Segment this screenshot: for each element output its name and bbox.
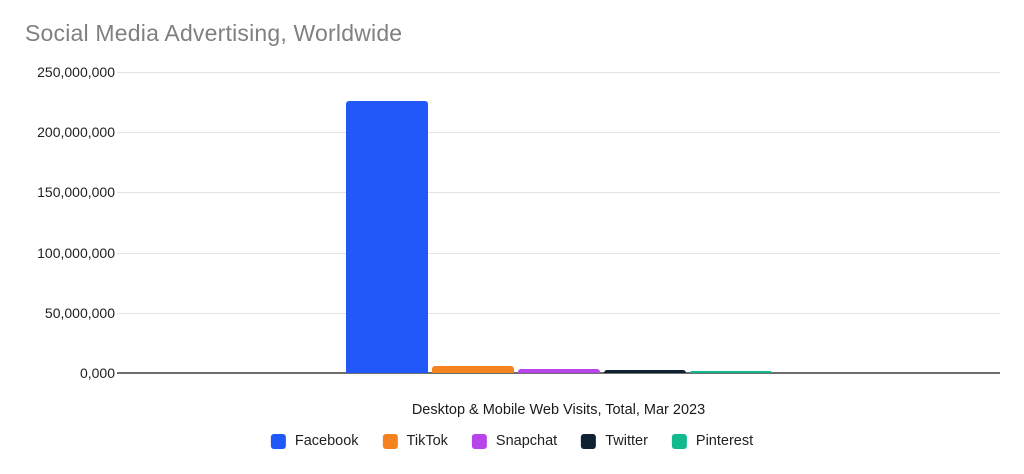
gridline <box>117 252 1000 254</box>
legend-item-pinterest[interactable]: Pinterest <box>671 433 754 449</box>
gridline <box>117 72 1000 73</box>
legend: Facebook TikTok Snapchat Twitter Pinterest <box>270 433 754 449</box>
legend-item-snapchat[interactable]: Snapchat <box>471 433 558 449</box>
legend-item-tiktok[interactable]: TikTok <box>382 433 448 449</box>
bar-twitter[interactable] <box>603 370 686 373</box>
legend-label: Facebook <box>294 433 359 449</box>
y-tick-label: 0,000 <box>79 365 115 381</box>
legend-label: Twitter <box>605 433 648 449</box>
legend-swatch-snapchat <box>471 433 487 449</box>
legend-swatch-twitter <box>581 433 597 449</box>
legend-item-twitter[interactable]: Twitter <box>581 433 648 449</box>
y-tick-label: 150,000,000 <box>37 184 115 201</box>
bar-snapchat[interactable] <box>517 369 600 373</box>
bar-pinterest[interactable] <box>689 371 772 373</box>
legend-swatch-facebook <box>270 433 286 449</box>
chart-title: Social Media Advertising, Worldwide <box>25 20 403 46</box>
gridline <box>117 192 1000 194</box>
y-tick-label: 100,000,000 <box>37 244 115 261</box>
legend-label: Pinterest <box>695 433 754 449</box>
legend-item-facebook[interactable]: Facebook <box>270 433 359 449</box>
bar-facebook[interactable] <box>345 100 428 373</box>
legend-swatch-tiktok <box>382 433 398 449</box>
y-tick-label: 250,000,000 <box>37 64 115 80</box>
y-tick-label: 200,000,000 <box>37 124 115 141</box>
legend-swatch-pinterest <box>671 433 687 449</box>
bar-tiktok[interactable] <box>431 366 514 373</box>
gridline <box>117 132 1000 134</box>
y-tick-label: 50,000,000 <box>44 304 115 321</box>
legend-label: TikTok <box>406 433 448 449</box>
legend-label: Snapchat <box>495 433 558 449</box>
gridline <box>117 312 1000 314</box>
plot-area <box>117 72 1000 374</box>
x-axis-line <box>117 372 1000 374</box>
x-axis-label: Desktop & Mobile Web Visits, Total, Mar … <box>411 402 706 418</box>
